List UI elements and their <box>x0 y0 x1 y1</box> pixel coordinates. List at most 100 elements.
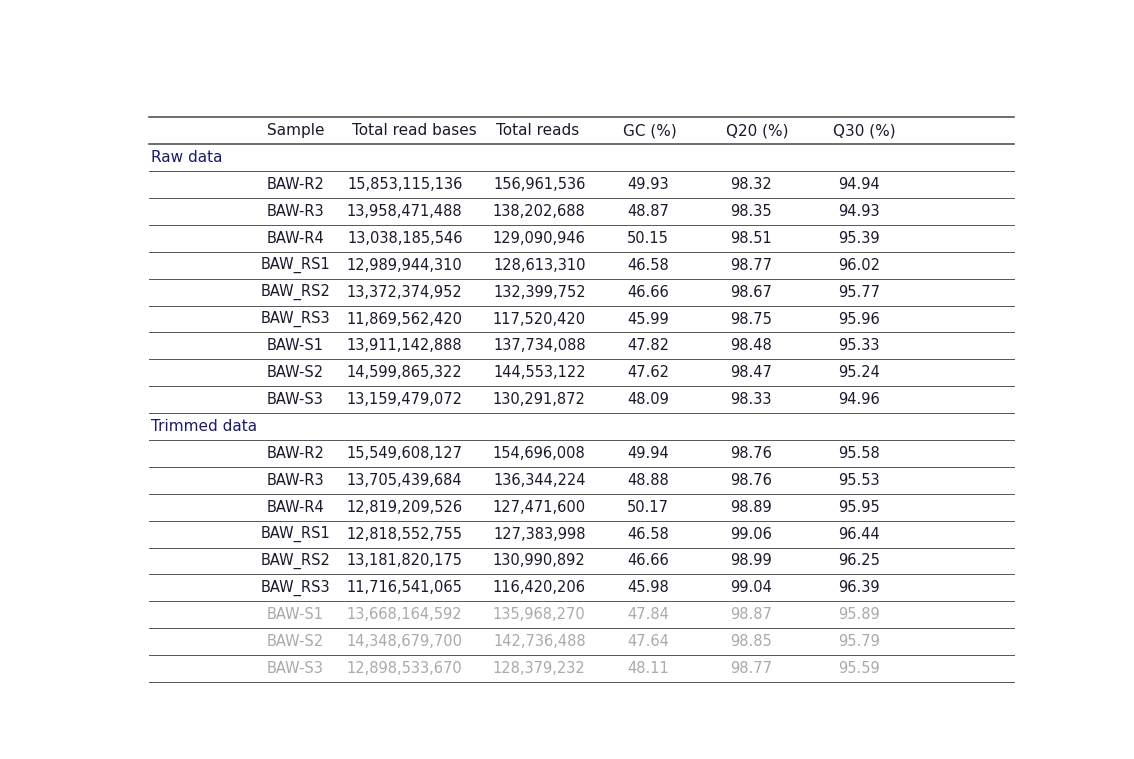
Text: 13,181,820,175: 13,181,820,175 <box>347 553 463 568</box>
Text: 46.66: 46.66 <box>627 285 669 300</box>
Text: 49.93: 49.93 <box>627 177 669 192</box>
Text: Raw data: Raw data <box>151 150 222 165</box>
Text: 12,898,533,670: 12,898,533,670 <box>347 661 463 676</box>
Text: 96.25: 96.25 <box>838 553 880 568</box>
Text: 95.39: 95.39 <box>838 231 880 246</box>
Text: BAW-S2: BAW-S2 <box>266 365 324 380</box>
Text: GC (%): GC (%) <box>623 123 677 138</box>
Text: 13,705,439,684: 13,705,439,684 <box>347 473 463 488</box>
Text: 130,291,872: 130,291,872 <box>492 392 585 407</box>
Text: 142,736,488: 142,736,488 <box>493 634 585 649</box>
Text: BAW-R2: BAW-R2 <box>266 446 324 461</box>
Text: 98.89: 98.89 <box>730 499 772 515</box>
Text: BAW-R4: BAW-R4 <box>266 499 324 515</box>
Text: BAW-S3: BAW-S3 <box>268 661 324 676</box>
Text: 47.64: 47.64 <box>627 634 669 649</box>
Text: 47.84: 47.84 <box>627 607 669 622</box>
Text: 12,989,944,310: 12,989,944,310 <box>347 258 463 272</box>
Text: Total reads: Total reads <box>496 123 578 138</box>
Text: BAW_RS1: BAW_RS1 <box>261 526 330 542</box>
Text: 136,344,224: 136,344,224 <box>493 473 585 488</box>
Text: 46.66: 46.66 <box>627 553 669 568</box>
Text: 95.53: 95.53 <box>838 473 880 488</box>
Text: 46.58: 46.58 <box>627 527 669 542</box>
Text: 128,379,232: 128,379,232 <box>493 661 585 676</box>
Text: 98.48: 98.48 <box>730 339 772 354</box>
Text: 98.99: 98.99 <box>730 553 772 568</box>
Text: 98.76: 98.76 <box>730 473 772 488</box>
Text: 99.04: 99.04 <box>730 581 772 595</box>
Text: 99.06: 99.06 <box>730 527 772 542</box>
Text: 12,818,552,755: 12,818,552,755 <box>347 527 463 542</box>
Text: 127,383,998: 127,383,998 <box>493 527 585 542</box>
Text: 95.77: 95.77 <box>838 285 880 300</box>
Text: 45.98: 45.98 <box>627 581 669 595</box>
Text: 116,420,206: 116,420,206 <box>492 581 585 595</box>
Text: 13,159,479,072: 13,159,479,072 <box>347 392 463 407</box>
Text: 98.47: 98.47 <box>730 365 772 380</box>
Text: 96.44: 96.44 <box>838 527 880 542</box>
Text: BAW_RS3: BAW_RS3 <box>261 580 330 596</box>
Text: 14,599,865,322: 14,599,865,322 <box>347 365 463 380</box>
Text: BAW_RS3: BAW_RS3 <box>261 311 330 327</box>
Text: 46.58: 46.58 <box>627 258 669 272</box>
Text: 45.99: 45.99 <box>627 311 669 326</box>
Text: 98.77: 98.77 <box>730 661 772 676</box>
Text: 13,038,185,546: 13,038,185,546 <box>347 231 463 246</box>
Text: Q30 (%): Q30 (%) <box>832 123 896 138</box>
Text: BAW-R3: BAW-R3 <box>266 204 324 219</box>
Text: Q20 (%): Q20 (%) <box>726 123 788 138</box>
Text: 98.75: 98.75 <box>730 311 772 326</box>
Text: 13,911,142,888: 13,911,142,888 <box>347 339 463 354</box>
Text: 130,990,892: 130,990,892 <box>493 553 585 568</box>
Text: 98.67: 98.67 <box>730 285 772 300</box>
Text: 94.94: 94.94 <box>838 177 880 192</box>
Text: 98.87: 98.87 <box>730 607 772 622</box>
Text: 154,696,008: 154,696,008 <box>493 446 585 461</box>
Text: 95.59: 95.59 <box>838 661 880 676</box>
Text: 49.94: 49.94 <box>627 446 669 461</box>
Text: 13,372,374,952: 13,372,374,952 <box>347 285 463 300</box>
Text: 11,716,541,065: 11,716,541,065 <box>347 581 463 595</box>
Text: 14,348,679,700: 14,348,679,700 <box>347 634 463 649</box>
Text: 47.82: 47.82 <box>627 339 669 354</box>
Text: 96.02: 96.02 <box>838 258 880 272</box>
Text: 138,202,688: 138,202,688 <box>493 204 585 219</box>
Text: 132,399,752: 132,399,752 <box>493 285 585 300</box>
Text: 94.96: 94.96 <box>838 392 880 407</box>
Text: 95.33: 95.33 <box>838 339 880 354</box>
Text: BAW_RS1: BAW_RS1 <box>261 257 330 273</box>
Text: 144,553,122: 144,553,122 <box>493 365 585 380</box>
Text: BAW-R4: BAW-R4 <box>266 231 324 246</box>
Text: 94.93: 94.93 <box>838 204 880 219</box>
Text: 127,471,600: 127,471,600 <box>492 499 585 515</box>
Text: 129,090,946: 129,090,946 <box>492 231 585 246</box>
Text: BAW_RS2: BAW_RS2 <box>261 284 330 301</box>
Text: 50.17: 50.17 <box>627 499 669 515</box>
Text: BAW_RS2: BAW_RS2 <box>261 553 330 569</box>
Text: 135,968,270: 135,968,270 <box>493 607 585 622</box>
Text: 12,819,209,526: 12,819,209,526 <box>346 499 463 515</box>
Text: Sample: Sample <box>266 123 324 138</box>
Text: 13,958,471,488: 13,958,471,488 <box>347 204 463 219</box>
Text: 48.87: 48.87 <box>627 204 669 219</box>
Text: 98.35: 98.35 <box>730 204 772 219</box>
Text: 95.89: 95.89 <box>838 607 880 622</box>
Text: 98.33: 98.33 <box>730 392 772 407</box>
Text: 117,520,420: 117,520,420 <box>492 311 585 326</box>
Text: Trimmed data: Trimmed data <box>151 419 256 434</box>
Text: 96.39: 96.39 <box>838 581 880 595</box>
Text: 48.88: 48.88 <box>627 473 669 488</box>
Text: 48.11: 48.11 <box>627 661 669 676</box>
Text: 13,668,164,592: 13,668,164,592 <box>347 607 463 622</box>
Text: 95.96: 95.96 <box>838 311 880 326</box>
Text: 98.76: 98.76 <box>730 446 772 461</box>
Text: BAW-R2: BAW-R2 <box>266 177 324 192</box>
Text: 98.51: 98.51 <box>730 231 772 246</box>
Text: BAW-S1: BAW-S1 <box>266 339 324 354</box>
Text: BAW-R3: BAW-R3 <box>266 473 324 488</box>
Text: 98.77: 98.77 <box>730 258 772 272</box>
Text: 128,613,310: 128,613,310 <box>493 258 585 272</box>
Text: 156,961,536: 156,961,536 <box>493 177 585 192</box>
Text: 50.15: 50.15 <box>627 231 669 246</box>
